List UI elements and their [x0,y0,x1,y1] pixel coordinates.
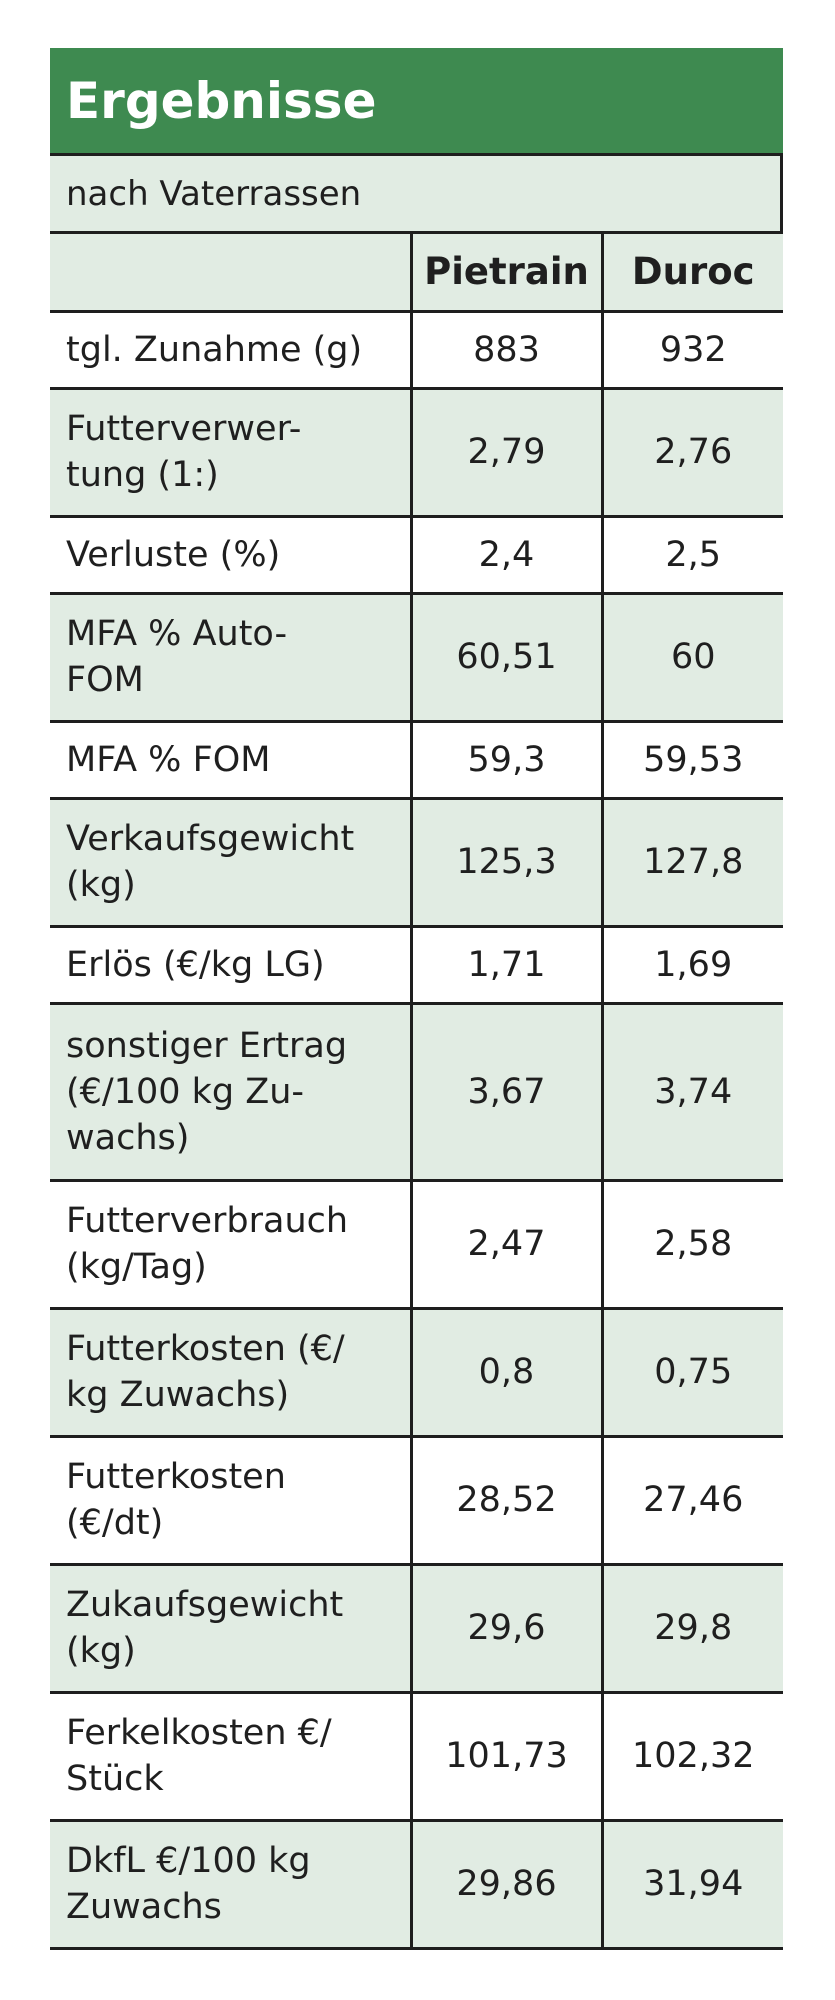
row-label-line: wachs) [66,1117,190,1158]
row-label-line: MFA % FOM [66,739,271,780]
row-label-line: DkfL €/100 kg [66,1841,311,1881]
results-table: Pietrain Duroc tgl. Zunahme (g) 883 932 Fut… [50,234,783,1950]
row-label-line: (€/dt) [66,1503,164,1543]
row-label: Ferkelkosten €/ Stück [50,1692,411,1822]
row-label-line: kg Zuwachs) [66,1375,290,1415]
row-label-line: tung (1:) [66,455,219,495]
row-label-line: Verkaufsgewicht [66,819,355,859]
duroc-value: 59,53 [602,721,783,800]
table-row: Futterverbrauch (kg/Tag) 2,47 2,58 [50,1180,783,1310]
table-row: Futterkosten (€/ kg Zuwachs) 0,8 0,75 [50,1308,783,1438]
row-label: sonstiger Ertrag (€/100 kg Zu-wachs) [50,1003,411,1182]
row-label: Futterverbrauch (kg/Tag) [50,1180,411,1310]
header-empty [50,234,411,313]
duroc-value: 3,74 [602,1003,783,1182]
row-label: Futterkosten (€/dt) [50,1436,411,1566]
table-row: tgl. Zunahme (g) 883 932 [50,311,783,390]
row-label-line: Futterkosten [66,1457,286,1497]
pietrain-value: 0,8 [409,1308,604,1438]
pietrain-value: 3,67 [409,1003,604,1182]
row-label-line: Stück [66,1759,164,1799]
row-label-line: (kg/Tag) [66,1247,207,1287]
results-box: Ergebnisse nach Vaterrassen Pietrain Dur… [50,48,783,1950]
table-title: Ergebnisse [66,71,377,130]
duroc-value: 2,5 [602,516,783,595]
row-label-line: (€/100 kg Zu- [66,1071,305,1112]
table-subtitle: nach Vaterrassen [50,156,783,234]
pietrain-value: 2,47 [409,1180,604,1310]
row-label: Futterverwer-tung (1:) [50,388,411,518]
row-label: DkfL €/100 kg Zuwachs [50,1820,411,1950]
pietrain-value: 101,73 [409,1692,604,1822]
duroc-value: 60 [602,593,783,723]
table-row: Erlös (€/kg LG) 1,71 1,69 [50,926,783,1005]
duroc-value: 29,8 [602,1564,783,1694]
row-label-line: MFA % Auto- [66,614,288,654]
row-label-line: Zukaufsgewicht [66,1585,344,1625]
table-row: MFA % FOM 59,3 59,53 [50,721,783,800]
pietrain-value: 2,79 [409,388,604,518]
row-label-line: Erlös (€/kg LG) [66,944,325,985]
row-label: Futterkosten (€/ kg Zuwachs) [50,1308,411,1438]
row-label-line: Verluste (%) [66,534,281,575]
duroc-value: 1,69 [602,926,783,1005]
pietrain-value: 1,71 [409,926,604,1005]
pietrain-value: 60,51 [409,593,604,723]
table-row: Futterkosten (€/dt) 28,52 27,46 [50,1436,783,1566]
pietrain-value: 29,86 [409,1820,604,1950]
table-row: sonstiger Ertrag (€/100 kg Zu-wachs) 3,67 3… [50,1003,783,1182]
row-label-line: Futterkosten (€/ [66,1329,345,1369]
table-row: Futterverwer-tung (1:) 2,79 2,76 [50,388,783,518]
row-label-line: FOM [66,660,144,700]
table-row: MFA % Auto- FOM 60,51 60 [50,593,783,723]
row-label-line: (kg) [66,865,136,905]
duroc-value: 31,94 [602,1820,783,1950]
duroc-value: 0,75 [602,1308,783,1438]
table-row: Verkaufsgewicht (kg) 125,3 127,8 [50,798,783,928]
pietrain-value: 2,4 [409,516,604,595]
pietrain-value: 883 [409,311,604,390]
row-label-line: (kg) [66,1631,136,1671]
row-label-line: Futterverwer- [66,409,302,449]
header-pietrain: Pietrain [409,234,604,313]
row-label: Verluste (%) [50,516,411,595]
pietrain-value: 59,3 [409,721,604,800]
title-bar: Ergebnisse [50,48,783,156]
table-row: DkfL €/100 kg Zuwachs 29,86 31,94 [50,1820,783,1950]
row-label-line: tgl. Zunahme (g) [66,329,363,370]
header-duroc: Duroc [602,234,783,313]
row-label: MFA % FOM [50,721,411,800]
table-row: Zukaufsgewicht (kg) 29,6 29,8 [50,1564,783,1694]
duroc-value: 27,46 [602,1436,783,1566]
duroc-value: 2,58 [602,1180,783,1310]
duroc-value: 102,32 [602,1692,783,1822]
pietrain-value: 28,52 [409,1436,604,1566]
row-label: MFA % Auto- FOM [50,593,411,723]
row-label-line: Zuwachs [66,1887,222,1927]
row-label-line: Ferkelkosten €/ [66,1713,332,1753]
row-label: Verkaufsgewicht (kg) [50,798,411,928]
table-row: Ferkelkosten €/ Stück 101,73 102,32 [50,1692,783,1822]
pietrain-value: 29,6 [409,1564,604,1694]
header-row: Pietrain Duroc [50,234,783,313]
row-label: Erlös (€/kg LG) [50,926,411,1005]
pietrain-value: 125,3 [409,798,604,928]
row-label-line: Futterverbrauch [66,1201,349,1241]
duroc-value: 932 [602,311,783,390]
row-label: tgl. Zunahme (g) [50,311,411,390]
row-label: Zukaufsgewicht (kg) [50,1564,411,1694]
duroc-value: 2,76 [602,388,783,518]
table-row: Verluste (%) 2,4 2,5 [50,516,783,595]
duroc-value: 127,8 [602,798,783,928]
row-label-line: sonstiger Ertrag [66,1025,348,1066]
